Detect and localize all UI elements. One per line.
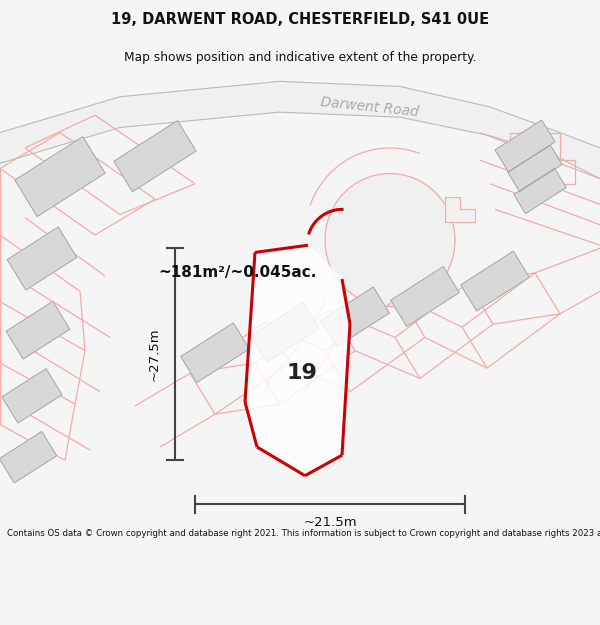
- Polygon shape: [461, 251, 529, 311]
- Polygon shape: [7, 227, 77, 290]
- Text: Map shows position and indicative extent of the property.: Map shows position and indicative extent…: [124, 51, 476, 64]
- Polygon shape: [495, 120, 555, 172]
- Polygon shape: [508, 145, 562, 191]
- Text: 19, DARWENT ROAD, CHESTERFIELD, S41 0UE: 19, DARWENT ROAD, CHESTERFIELD, S41 0UE: [111, 12, 489, 28]
- Polygon shape: [114, 121, 196, 192]
- Text: ~181m²/~0.045ac.: ~181m²/~0.045ac.: [158, 266, 316, 281]
- Polygon shape: [0, 81, 600, 179]
- Polygon shape: [325, 174, 455, 307]
- Polygon shape: [391, 267, 459, 326]
- Polygon shape: [0, 431, 56, 483]
- Polygon shape: [321, 287, 389, 347]
- Text: ~21.5m: ~21.5m: [303, 516, 357, 529]
- Polygon shape: [245, 245, 350, 476]
- Text: ~27.5m: ~27.5m: [148, 328, 161, 381]
- Polygon shape: [445, 197, 475, 222]
- Text: 19: 19: [287, 363, 317, 383]
- Polygon shape: [2, 369, 62, 423]
- Text: Darwent Road: Darwent Road: [320, 95, 420, 119]
- Polygon shape: [514, 168, 566, 214]
- Polygon shape: [181, 323, 249, 382]
- Polygon shape: [15, 137, 105, 217]
- Polygon shape: [251, 302, 319, 362]
- Polygon shape: [6, 301, 70, 359]
- Text: Contains OS data © Crown copyright and database right 2021. This information is : Contains OS data © Crown copyright and d…: [7, 529, 600, 538]
